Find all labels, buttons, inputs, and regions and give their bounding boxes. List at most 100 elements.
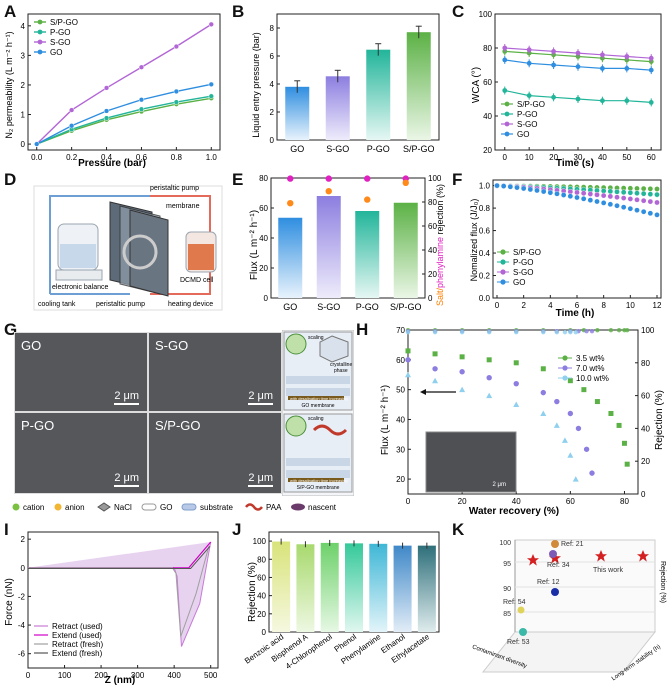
y-tick-label: 1.0 bbox=[479, 182, 491, 191]
f-point bbox=[580, 195, 587, 202]
x-tick-label: 0 bbox=[503, 153, 508, 162]
k-floor-plane bbox=[481, 631, 657, 673]
h-rejection-point bbox=[624, 327, 630, 333]
f-point bbox=[627, 205, 634, 212]
svg-text:cation: cation bbox=[23, 503, 44, 512]
y-tick-label: 20 bbox=[396, 475, 405, 484]
f-point bbox=[640, 185, 647, 192]
e-salt-rejection-point bbox=[287, 175, 294, 182]
i-legend-label: Extend (fresh) bbox=[52, 649, 103, 658]
h-flux-point bbox=[459, 386, 466, 393]
y-tick-label: -2 bbox=[18, 592, 26, 601]
e-y2-tick-label: 60 bbox=[428, 222, 437, 231]
f-point bbox=[594, 191, 600, 198]
e-category-label: GO bbox=[283, 302, 297, 312]
svg-text:nascent: nascent bbox=[308, 503, 337, 512]
j-bar bbox=[369, 543, 388, 632]
h-flux-point bbox=[459, 354, 465, 360]
f-point bbox=[600, 188, 607, 194]
f-point bbox=[587, 197, 594, 203]
x-tick-label: 0 bbox=[406, 497, 411, 506]
a-legend-marker bbox=[37, 49, 43, 55]
h-legend-marker bbox=[562, 355, 568, 361]
b-category-label: P-GO bbox=[367, 144, 390, 154]
c-point bbox=[575, 96, 581, 102]
h-flux-point bbox=[540, 366, 546, 372]
h-flux-point bbox=[616, 422, 622, 428]
x-tick-label: 50 bbox=[622, 153, 631, 162]
a-point bbox=[173, 43, 180, 50]
y-tick-label: 0.8 bbox=[479, 204, 491, 213]
a-legend-label: S/P-GO bbox=[50, 18, 78, 27]
f-point bbox=[607, 188, 614, 195]
x-tick-label: 60 bbox=[566, 497, 575, 506]
k-zlabel: Rejection (%) bbox=[659, 561, 666, 603]
f-point bbox=[514, 184, 520, 191]
i-extend-fresh bbox=[28, 545, 211, 570]
svg-text:phase: phase bbox=[334, 368, 348, 374]
y-tick-label: 70 bbox=[396, 326, 405, 335]
y-tick-label: 60 bbox=[483, 78, 492, 87]
x-tick-label: 300 bbox=[131, 671, 145, 680]
nacl-icon bbox=[97, 502, 111, 512]
f-point bbox=[647, 210, 654, 217]
h-flux-point bbox=[432, 366, 438, 372]
panel-label-k: K bbox=[452, 520, 465, 539]
f-point bbox=[634, 190, 640, 196]
d-label-heating: heating device bbox=[168, 301, 213, 308]
c-point bbox=[502, 45, 508, 51]
y-tick-label: 8 bbox=[270, 24, 275, 33]
g-paa-chain bbox=[312, 424, 348, 436]
x-tick-label: 30 bbox=[574, 153, 583, 162]
a-line-S/P-GO bbox=[36, 97, 212, 145]
plot-frame bbox=[407, 329, 639, 495]
c-point bbox=[575, 50, 581, 56]
h-rejection-point bbox=[608, 327, 614, 333]
f-point bbox=[507, 183, 514, 190]
k-point-ref12 bbox=[551, 588, 559, 596]
plot-frame bbox=[27, 13, 221, 151]
b-bar-P-GO bbox=[366, 49, 391, 141]
f-point bbox=[594, 198, 600, 205]
d-label-membrane: membrane bbox=[166, 203, 200, 210]
h-flux-point bbox=[486, 392, 493, 399]
e-phenylamine-rejection-point bbox=[364, 196, 371, 203]
y-tick-label: 0 bbox=[21, 564, 26, 573]
k-ref-12: Ref: 12 bbox=[537, 579, 560, 586]
svg-text:scaling: scaling bbox=[308, 416, 324, 422]
e-bar-S-GO bbox=[316, 196, 341, 298]
e-y2-tick-label: 20 bbox=[428, 270, 437, 279]
h-arrow-head bbox=[420, 389, 426, 395]
f-point bbox=[647, 198, 654, 205]
j-bar bbox=[393, 545, 412, 632]
e-ylabel2: Salt/phenylamine rejection (%) bbox=[435, 184, 445, 306]
sem-go-label: GO bbox=[21, 338, 42, 353]
f-point bbox=[634, 185, 640, 192]
f-legend-marker bbox=[500, 269, 506, 275]
h-flux-point bbox=[621, 440, 627, 446]
c-point bbox=[600, 66, 605, 71]
h-xlabel: Water recovery (%) bbox=[469, 506, 559, 517]
k-point-ref54 bbox=[517, 606, 525, 614]
x-tick-label: 60 bbox=[647, 153, 656, 162]
panel-label-j: J bbox=[232, 520, 242, 539]
y-tick-label: 4 bbox=[270, 80, 275, 89]
a-point bbox=[34, 141, 40, 147]
h-flux-point bbox=[513, 380, 519, 387]
panel-label-e: E bbox=[232, 170, 244, 189]
svg-text:85: 85 bbox=[503, 611, 511, 618]
x-tick-label: 0.2 bbox=[66, 153, 78, 162]
svg-text:anion: anion bbox=[65, 503, 85, 512]
f-legend-marker bbox=[500, 259, 506, 265]
y-tick-label: 2 bbox=[21, 535, 26, 544]
e-category-label: S-GO bbox=[317, 302, 340, 312]
h-flux-point bbox=[554, 398, 560, 405]
a-xlabel: Pressure (bar) bbox=[78, 158, 146, 169]
y-tick-label: 80 bbox=[259, 174, 268, 183]
x-tick-label: 0.6 bbox=[136, 153, 148, 162]
c-legend-label: S-GO bbox=[517, 120, 537, 129]
y-tick-label: 100 bbox=[253, 537, 267, 546]
h-rejection-point bbox=[459, 329, 465, 335]
b-category-label: GO bbox=[290, 144, 304, 154]
